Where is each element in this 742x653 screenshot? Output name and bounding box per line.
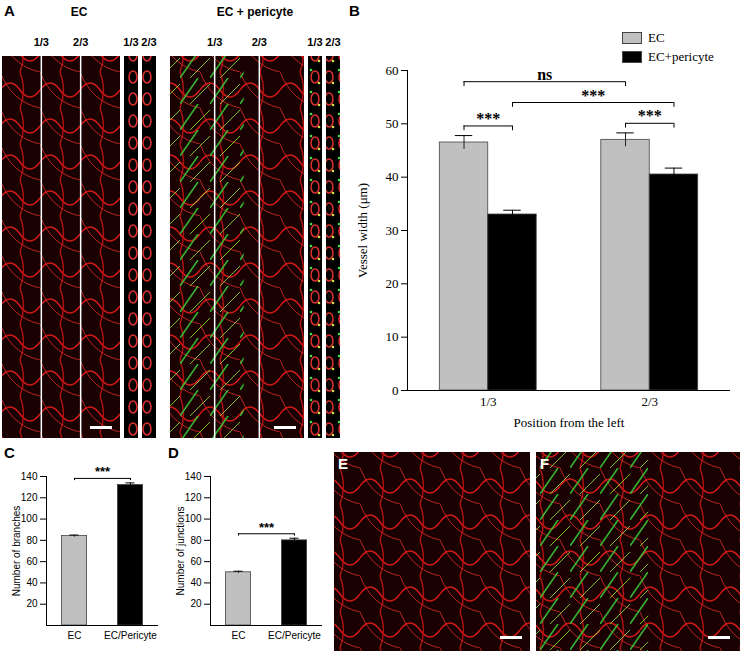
svg-text:0: 0 [392, 383, 399, 398]
svg-text:2/3: 2/3 [641, 394, 658, 409]
svg-text:Number of branches: Number of branches [11, 506, 22, 597]
svg-text:EC: EC [71, 5, 88, 19]
html-text:C: C [4, 444, 15, 461]
html-text:EC+pericyte: EC+pericyte [648, 49, 714, 64]
svg-text:140: 140 [21, 471, 38, 482]
svg-text:EC/Pericyte: EC/Pericyte [268, 630, 321, 641]
svg-text:40: 40 [26, 577, 38, 588]
svg-text:60: 60 [386, 63, 399, 78]
svg-text:80: 80 [26, 535, 38, 546]
svg-text:***: *** [638, 107, 662, 124]
svg-text:120: 120 [185, 492, 202, 503]
svg-text:EC: EC [68, 630, 82, 641]
svg-text:1/3: 1/3 [207, 36, 222, 48]
svg-text:100: 100 [21, 513, 38, 524]
svg-text:Vessel width (μm): Vessel width (μm) [355, 183, 370, 278]
svg-text:1/3: 1/3 [307, 36, 322, 48]
svg-text:40: 40 [386, 169, 399, 184]
svg-text:***: *** [581, 87, 605, 104]
svg-text:60: 60 [190, 556, 202, 567]
svg-text:***: *** [259, 520, 275, 535]
svg-text:***: *** [476, 110, 500, 127]
svg-text:EC + pericyte: EC + pericyte [217, 5, 294, 19]
svg-text:2/3: 2/3 [325, 36, 340, 48]
svg-text:2/3: 2/3 [141, 36, 156, 48]
svg-text:EC: EC [232, 630, 246, 641]
svg-text:1/3: 1/3 [123, 36, 138, 48]
svg-text:20: 20 [386, 276, 399, 291]
svg-text:100: 100 [185, 513, 202, 524]
html-text:F: F [540, 455, 550, 472]
svg-text:1/3: 1/3 [34, 36, 49, 48]
svg-text:ns: ns [537, 66, 552, 83]
svg-text:120: 120 [21, 492, 38, 503]
svg-text:10: 10 [386, 329, 399, 344]
html-text:A: A [4, 2, 15, 19]
svg-text:80: 80 [190, 535, 202, 546]
html-text:E: E [338, 455, 348, 472]
svg-text:2/3: 2/3 [73, 36, 88, 48]
svg-text:50: 50 [386, 116, 399, 131]
svg-text:1/3: 1/3 [480, 394, 497, 409]
html-text:EC: EC [648, 30, 665, 45]
svg-text:20: 20 [26, 598, 38, 609]
svg-text:EC/Pericyte: EC/Pericyte [104, 630, 157, 641]
svg-text:20: 20 [190, 598, 202, 609]
html-text:D: D [168, 444, 179, 461]
svg-text:30: 30 [386, 223, 399, 238]
svg-text:2/3: 2/3 [252, 36, 267, 48]
svg-text:Number of junctions: Number of junctions [175, 507, 186, 596]
html-text:B: B [349, 2, 360, 19]
svg-text:Position from the left: Position from the left [514, 415, 625, 430]
svg-text:***: *** [95, 464, 111, 479]
svg-text:60: 60 [26, 556, 38, 567]
svg-text:40: 40 [190, 577, 202, 588]
svg-text:140: 140 [185, 471, 202, 482]
